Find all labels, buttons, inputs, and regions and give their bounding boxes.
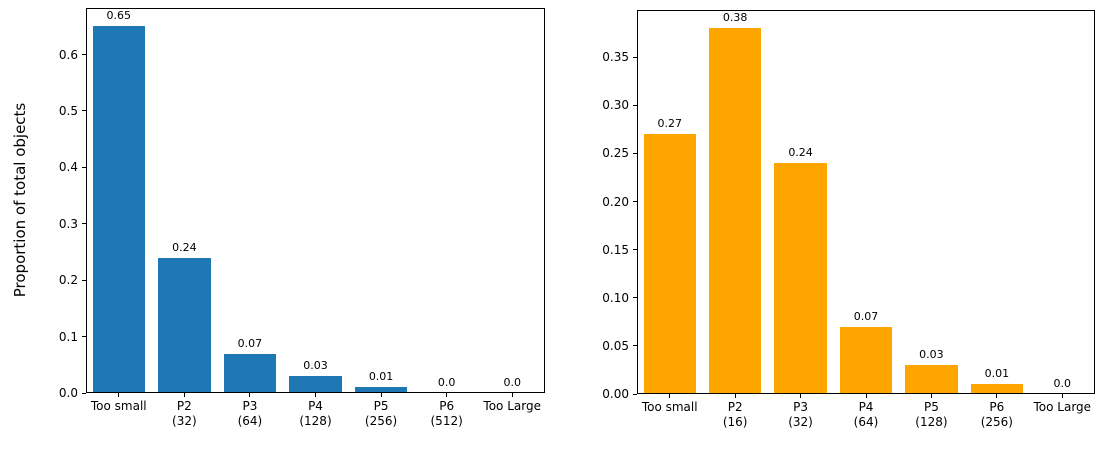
x-tick-mark	[865, 394, 867, 398]
x-tick-label: P3	[242, 399, 258, 413]
bar-value-label: 0.03	[303, 359, 328, 373]
y-tick-mark	[633, 345, 637, 347]
x-tick-label: P3	[793, 400, 808, 414]
y-tick-label: 0.0	[58, 386, 78, 400]
x-tick-mark	[446, 393, 448, 397]
y-tick-mark	[82, 110, 86, 112]
x-tick-mark	[800, 394, 802, 398]
y-tick-label: 0.25	[602, 146, 629, 161]
x-tick-label: (64)	[853, 415, 879, 429]
y-tick-mark	[633, 201, 637, 203]
y-tick-mark	[82, 54, 86, 56]
x-tick-label: (256)	[980, 415, 1013, 429]
bar	[223, 353, 277, 393]
x-tick-mark	[511, 393, 513, 397]
x-tick-label: Too small	[90, 399, 147, 413]
bar	[289, 376, 342, 393]
x-tick-label: (256)	[364, 414, 398, 428]
x-tick-label: (16)	[722, 415, 748, 429]
y-tick-label: 0.05	[602, 338, 629, 353]
bar-value-label: 0.27	[657, 117, 682, 131]
x-tick-label: (64)	[237, 414, 263, 428]
y-tick-mark	[633, 297, 637, 299]
y-tick-mark	[633, 104, 637, 106]
x-tick-label: P2	[727, 400, 743, 414]
x-tick-label: (128)	[915, 415, 948, 429]
x-tick-mark	[183, 393, 185, 397]
bar-value-label: 0.38	[722, 11, 748, 25]
x-tick-label: P6	[989, 400, 1005, 414]
y-tick-mark	[82, 336, 86, 338]
y-tick-mark	[82, 279, 86, 281]
bar	[158, 257, 211, 393]
y-tick-label: 0.10	[602, 290, 629, 305]
bar	[774, 163, 827, 394]
y-tick-label: 0.35	[602, 50, 629, 65]
x-tick-mark	[1061, 394, 1063, 398]
x-tick-mark	[315, 393, 316, 397]
x-tick-label: P4	[308, 399, 323, 413]
bar	[839, 326, 893, 394]
axis-frame	[86, 8, 545, 393]
bar-value-label: 0.07	[853, 309, 879, 323]
axis-frame	[637, 10, 1095, 394]
x-tick-label: (32)	[788, 415, 813, 429]
x-tick-label: P4	[858, 400, 874, 414]
y-tick-mark	[633, 56, 637, 58]
bar	[643, 134, 696, 394]
x-tick-mark	[930, 394, 932, 398]
y-tick-label: 0.5	[58, 103, 78, 118]
y-tick-label: 0.3	[58, 216, 78, 231]
bar-value-label: 0.0	[503, 376, 521, 389]
x-tick-label: Too Large	[1033, 400, 1092, 414]
y-tick-mark	[633, 249, 637, 251]
x-tick-mark	[249, 393, 251, 397]
x-tick-mark	[380, 393, 382, 397]
bar	[970, 384, 1023, 394]
x-tick-mark	[734, 394, 736, 398]
y-tick-label: 0.4	[58, 160, 78, 175]
y-tick-label: 0.1	[58, 329, 78, 344]
y-tick-label: 0.6	[58, 47, 78, 62]
y-tick-label: 0.15	[602, 242, 629, 257]
x-tick-mark	[996, 394, 998, 398]
x-tick-label: P6	[439, 399, 455, 413]
bar-value-label: 0.01	[984, 367, 1010, 381]
y-tick-label: 0.30	[602, 98, 629, 113]
bar-value-label: 0.24	[788, 146, 813, 160]
x-tick-mark	[118, 393, 120, 397]
y-tick-mark	[633, 152, 637, 154]
y-tick-mark	[82, 166, 86, 168]
x-tick-mark	[669, 394, 671, 398]
x-tick-label: Too small	[641, 400, 698, 414]
bar-value-label: 0.01	[368, 370, 394, 384]
bar	[354, 387, 408, 393]
bar-value-label: 0.0	[1053, 377, 1072, 390]
bar	[92, 26, 145, 393]
bar-value-label: 0.0	[437, 376, 456, 389]
y-tick-label: 0.20	[602, 194, 629, 209]
x-tick-label: P2	[176, 399, 192, 413]
bar	[708, 28, 762, 394]
x-tick-label: (512)	[430, 414, 463, 428]
bar-value-label: 0.24	[172, 240, 197, 254]
x-tick-label: (128)	[299, 414, 332, 428]
y-tick-mark	[633, 393, 637, 395]
y-tick-label: 0.00	[602, 387, 629, 401]
x-tick-label: P5	[923, 400, 939, 414]
bar-value-label: 0.65	[106, 9, 132, 23]
bar-value-label: 0.03	[919, 348, 944, 362]
x-tick-label: P5	[373, 399, 389, 413]
x-tick-label: (32)	[172, 414, 197, 428]
y-tick-mark	[82, 392, 86, 394]
y-tick-label: 0.2	[58, 273, 78, 288]
y-tick-mark	[82, 223, 86, 225]
x-tick-label: Too Large	[483, 399, 541, 413]
bar-value-label: 0.07	[237, 336, 263, 350]
bar	[905, 365, 958, 394]
